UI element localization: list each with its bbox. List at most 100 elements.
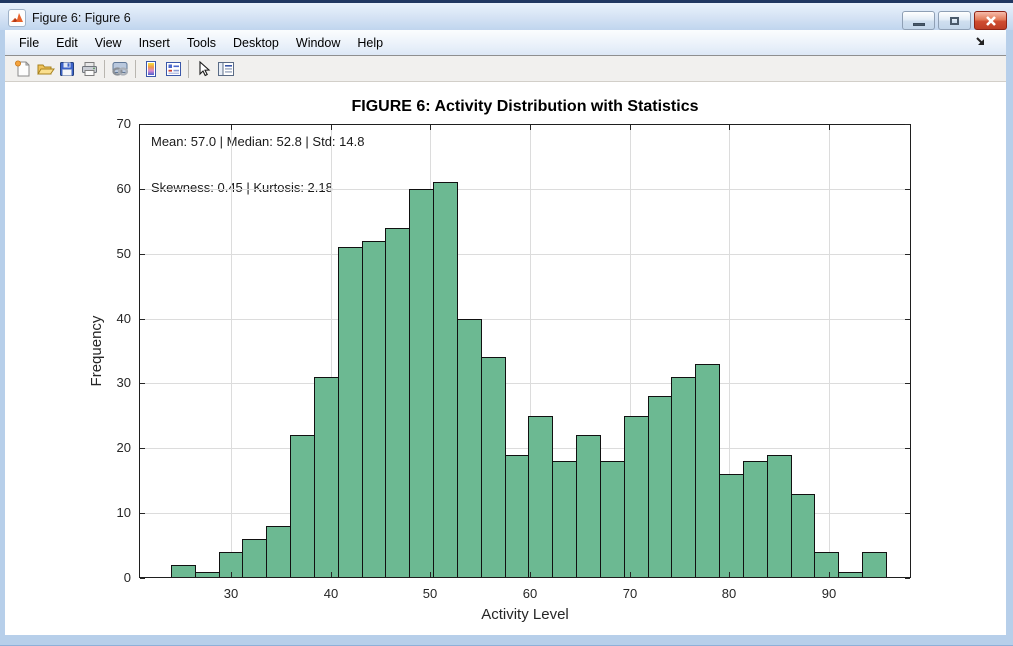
y-tick-label: 70	[116, 116, 131, 131]
save-figure-icon[interactable]	[56, 58, 78, 80]
y-tick-right	[905, 578, 910, 579]
x-tick-top	[331, 125, 332, 130]
x-tick-top	[829, 125, 830, 130]
y-gridline	[140, 319, 910, 320]
x-tick-label: 40	[323, 586, 339, 601]
x-tick-bottom	[829, 572, 830, 577]
menu-item-edit[interactable]: Edit	[56, 35, 78, 50]
y-tick-left	[140, 513, 145, 514]
y-tick-right	[905, 319, 910, 320]
y-tick-left	[140, 578, 145, 579]
matlab-logo-icon	[8, 9, 26, 27]
y-gridline	[140, 448, 910, 449]
x-gridline	[729, 125, 730, 577]
link-plot-icon[interactable]	[109, 58, 131, 80]
toolbar-separator	[135, 59, 136, 78]
y-tick-label: 40	[116, 311, 131, 326]
x-tick-bottom	[729, 572, 730, 577]
y-tick-label: 50	[116, 246, 131, 261]
histogram-bar[interactable]	[242, 539, 267, 578]
edit-plot-icon[interactable]	[193, 58, 215, 80]
x-gridline	[231, 125, 232, 577]
dock-figure-icon[interactable]	[974, 35, 988, 49]
y-tick-right	[905, 254, 910, 255]
menu-bar: File Edit View Insert Tools Desktop Window Help	[5, 30, 1006, 56]
x-tick-top	[729, 125, 730, 130]
histogram-bar[interactable]	[791, 494, 815, 578]
figure-canvas: FIGURE 6: Activity Distribution with Sta…	[5, 82, 1006, 635]
x-axis-label: Activity Level	[481, 606, 569, 623]
print-figure-icon[interactable]	[78, 58, 100, 80]
insert-colorbar-icon[interactable]	[140, 58, 162, 80]
menu-item-view[interactable]: View	[94, 35, 122, 50]
y-tick-left	[140, 448, 145, 449]
y-gridline	[140, 383, 910, 384]
histogram-bar[interactable]	[266, 526, 291, 578]
toolbar-separator	[188, 59, 189, 78]
histogram-bar[interactable]	[695, 364, 720, 578]
histogram-bar[interactable]	[648, 396, 672, 578]
menu-item-file[interactable]: File	[19, 35, 40, 50]
y-tick-label: 0	[123, 570, 131, 585]
menu-item-desktop[interactable]: Desktop	[233, 35, 279, 50]
y-tick-left	[140, 383, 145, 384]
y-tick-left	[140, 124, 145, 125]
stats-annotation-2: Skewness: 0.45 | Kurtosis: 2.18	[151, 180, 333, 195]
x-tick-label: 60	[522, 586, 538, 601]
chart-title: FIGURE 6: Activity Distribution with Sta…	[351, 98, 699, 115]
x-tick-bottom	[231, 572, 232, 577]
y-tick-label: 30	[116, 375, 131, 390]
y-tick-label: 20	[116, 440, 131, 455]
y-tick-right	[905, 124, 910, 125]
y-gridline	[140, 189, 910, 190]
x-gridline	[630, 125, 631, 577]
menu-item-window[interactable]: Window	[295, 35, 341, 50]
y-tick-right	[905, 513, 910, 514]
stats-annotation-1: Mean: 57.0 | Median: 52.8 | Std: 14.8	[151, 134, 365, 149]
y-tick-right	[905, 189, 910, 190]
plot-box	[139, 124, 911, 578]
y-axis-label: Frequency	[88, 315, 105, 387]
open-file-icon[interactable]	[34, 58, 56, 80]
histogram-bar[interactable]	[481, 357, 506, 578]
y-tick-label: 10	[116, 505, 131, 520]
x-tick-bottom	[530, 572, 531, 577]
y-tick-left	[140, 254, 145, 255]
insert-legend-icon[interactable]	[162, 58, 184, 80]
x-tick-label: 90	[821, 586, 837, 601]
toolbar	[5, 56, 1006, 82]
x-tick-top	[430, 125, 431, 130]
title-bar[interactable]: Figure 6: Figure 6	[0, 0, 1013, 30]
y-tick-left	[140, 319, 145, 320]
property-inspector-icon[interactable]	[215, 58, 237, 80]
window-title: Figure 6: Figure 6	[32, 11, 131, 25]
x-tick-bottom	[331, 572, 332, 577]
x-tick-label: 50	[422, 586, 438, 601]
close-icon	[985, 15, 996, 26]
restore-icon	[950, 16, 959, 25]
menu-item-insert[interactable]: Insert	[138, 35, 170, 50]
x-gridline	[530, 125, 531, 577]
x-gridline	[829, 125, 830, 577]
x-tick-bottom	[630, 572, 631, 577]
histogram-bar[interactable]	[671, 377, 696, 578]
y-gridline	[140, 254, 910, 255]
y-tick-right	[905, 448, 910, 449]
new-figure-icon[interactable]	[12, 58, 34, 80]
y-tick-left	[140, 189, 145, 190]
x-gridline	[331, 125, 332, 577]
y-tick-right	[905, 383, 910, 384]
x-tick-label: 80	[721, 586, 737, 601]
x-tick-bottom	[430, 572, 431, 577]
x-tick-top	[231, 125, 232, 130]
close-button[interactable]	[974, 11, 1007, 30]
menu-item-help[interactable]: Help	[357, 35, 384, 50]
x-tick-label: 30	[223, 586, 239, 601]
toolbar-separator	[104, 59, 105, 78]
menu-item-tools[interactable]: Tools	[186, 35, 217, 50]
x-tick-top	[530, 125, 531, 130]
restore-button[interactable]	[938, 11, 971, 30]
x-tick-label: 70	[622, 586, 638, 601]
minimize-button[interactable]	[902, 11, 935, 30]
